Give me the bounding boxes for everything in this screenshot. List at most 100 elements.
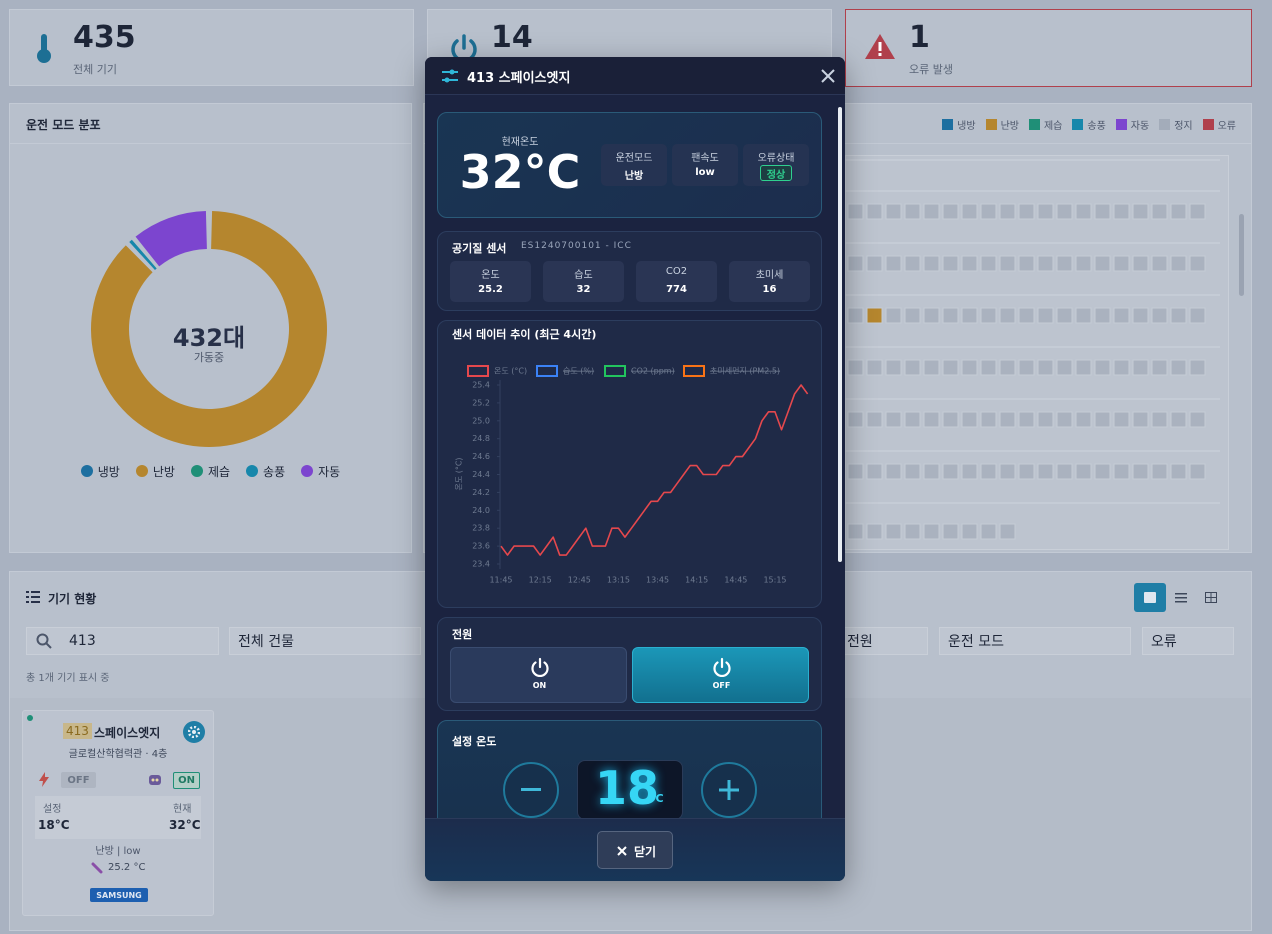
view-list-button[interactable] xyxy=(1166,583,1196,612)
legend-swatch xyxy=(536,365,558,377)
legend-item: 제습 xyxy=(1028,116,1062,132)
donut-slice xyxy=(90,211,327,447)
device-square xyxy=(904,203,921,220)
sensor-icon xyxy=(91,862,103,874)
legend-swatch xyxy=(1115,118,1127,130)
legend-dot xyxy=(301,465,314,477)
device-square xyxy=(866,307,883,324)
device-square xyxy=(1113,463,1130,480)
y-tick-label: 23.8 xyxy=(472,524,490,533)
brand-badge: SAMSUNG xyxy=(90,888,148,902)
power-filter[interactable]: 전원 xyxy=(838,627,928,655)
air-item: 온도 25.2 xyxy=(450,261,531,302)
off-badge: OFF xyxy=(61,772,96,788)
error-filter[interactable]: 오류 xyxy=(1142,627,1234,655)
device-square xyxy=(1113,411,1130,428)
device-square xyxy=(980,255,997,272)
off-button[interactable]: OFF xyxy=(632,647,809,703)
device-square xyxy=(961,359,978,376)
device-square xyxy=(1018,411,1035,428)
device-square xyxy=(923,255,940,272)
device-square xyxy=(1132,307,1149,324)
x-tick-label: 12:45 xyxy=(568,576,591,585)
mode-filter[interactable]: 운전 모드 xyxy=(939,627,1131,655)
settings-button[interactable] xyxy=(183,721,205,743)
device-square xyxy=(999,523,1016,540)
device-square xyxy=(904,307,921,324)
close-button[interactable]: 닫기 xyxy=(597,831,673,869)
device-square xyxy=(1170,359,1187,376)
device-square xyxy=(1037,255,1054,272)
device-square xyxy=(1151,255,1168,272)
legend-item: 자동 xyxy=(1115,116,1149,132)
donut-slice xyxy=(135,211,207,267)
device-square xyxy=(1056,411,1073,428)
set-temp-value: 18 xyxy=(595,761,660,815)
stat-card: 435 전체 기기 xyxy=(9,9,414,86)
device-square xyxy=(1037,203,1054,220)
device-square xyxy=(1132,411,1149,428)
bolt-icon xyxy=(39,772,49,787)
view-table-button[interactable] xyxy=(1196,583,1226,612)
device-square xyxy=(942,463,959,480)
donut-center-value: 432대 xyxy=(172,324,246,352)
off-label: OFF xyxy=(712,681,731,690)
x-tick-label: 15:15 xyxy=(763,576,786,585)
info-box: 운전모드 난방 xyxy=(601,144,667,186)
legend: 냉방 난방 제습 송풍 자동 xyxy=(9,462,412,480)
device-square xyxy=(942,359,959,376)
device-square xyxy=(1189,255,1206,272)
close-label: 닫기 xyxy=(634,845,657,859)
device-square xyxy=(1018,255,1035,272)
legend-label: 습도 (%) xyxy=(563,367,594,376)
legend-swatch xyxy=(467,365,489,377)
device-square xyxy=(942,203,959,220)
device-square xyxy=(1113,255,1130,272)
modal-title: 413 스페이스엣지 xyxy=(467,71,571,86)
legend-item: 오류 xyxy=(1202,116,1236,132)
device-card[interactable]: 413 스페이스엣지 글로컬산학협력관 · 4층 OFF ON 설정 현재 18… xyxy=(22,710,214,916)
legend-dot xyxy=(135,465,148,477)
sensor-temp: 25.2 °C xyxy=(108,862,146,873)
increase-button[interactable] xyxy=(701,762,757,818)
device-square xyxy=(923,411,940,428)
device-location: 글로컬산학협력관 · 4층 xyxy=(68,749,168,760)
device-square xyxy=(904,359,921,376)
device-square xyxy=(923,307,940,324)
close-icon[interactable] xyxy=(821,69,835,83)
device-square xyxy=(1151,463,1168,480)
device-square xyxy=(847,411,864,428)
device-square xyxy=(1094,255,1111,272)
legend-item: 정지 xyxy=(1159,116,1193,132)
device-square xyxy=(1132,255,1149,272)
device-square xyxy=(1170,307,1187,324)
device-square xyxy=(942,255,959,272)
device-square xyxy=(980,359,997,376)
device-square xyxy=(866,523,883,540)
current-label: 현재온도 xyxy=(501,137,539,148)
device-square xyxy=(942,523,959,540)
search-input[interactable]: 413 xyxy=(26,627,219,655)
device-square xyxy=(999,307,1016,324)
device-square xyxy=(1037,463,1054,480)
y-axis-label: 온도 (°C) xyxy=(455,457,464,490)
y-tick-label: 24.2 xyxy=(472,488,490,497)
device-square xyxy=(847,307,864,324)
modal: 413 스페이스엣지 현재온도 32°C 공기질 센서 ES1240700101… xyxy=(425,57,845,881)
legend-label: 자동 xyxy=(318,464,341,479)
device-square xyxy=(923,359,940,376)
building-filter[interactable]: 전체 건물 xyxy=(229,627,421,655)
device-square xyxy=(1189,307,1206,324)
device-square xyxy=(866,359,883,376)
current-label: 현재 xyxy=(173,804,192,815)
legend-item: 난방 xyxy=(985,116,1019,132)
on-button[interactable]: ON xyxy=(450,647,627,703)
device-square xyxy=(961,255,978,272)
air-title: 공기질 센서 xyxy=(452,242,507,255)
view-grid-button[interactable] xyxy=(1134,583,1166,612)
device-square xyxy=(923,523,940,540)
device-square xyxy=(1018,359,1035,376)
set-label: 설정 xyxy=(43,804,62,815)
legend-item: 난방 xyxy=(135,463,175,480)
decrease-button[interactable] xyxy=(503,762,559,818)
